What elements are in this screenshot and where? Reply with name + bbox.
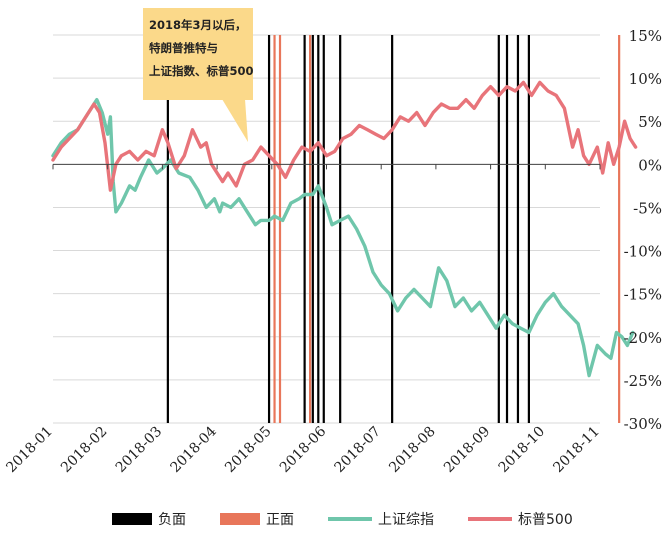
callout-line-1: 2018年3月以后， xyxy=(149,18,247,32)
legend-swatch-sp500 xyxy=(468,517,512,521)
y-tick-label: -5% xyxy=(633,199,662,217)
legend-item-negative: 负面 xyxy=(112,509,186,529)
y-tick-label: -15% xyxy=(624,286,662,304)
y-axis: 15% 10% 5% 0% -5% -10% -15% -20% -25% -30% xyxy=(624,27,662,433)
y-tick-label: 10% xyxy=(629,70,662,88)
x-tick-label: 2018-05 xyxy=(222,424,274,476)
legend-swatch-positive xyxy=(220,513,260,525)
y-tick-label: -30% xyxy=(624,415,662,433)
series-line-sp500 xyxy=(51,80,638,192)
series-lines xyxy=(51,80,638,378)
legend-label-sse: 上证综指 xyxy=(378,512,434,528)
legend-label-negative: 负面 xyxy=(158,512,186,528)
x-tick-label: 2018-11 xyxy=(550,424,602,476)
legend-item-positive: 正面 xyxy=(220,509,294,529)
legend-label-positive: 正面 xyxy=(266,512,294,528)
legend-label-sp500: 标普500 xyxy=(518,512,573,528)
x-tick-label: 2018-08 xyxy=(386,424,438,476)
y-tick-label: -10% xyxy=(624,243,662,261)
callout-line-3: 上证指数、标普500 xyxy=(149,64,254,78)
x-tick-label: 2018-02 xyxy=(58,424,110,476)
series-line-sse xyxy=(51,97,635,378)
y-tick-label: 5% xyxy=(638,113,662,131)
legend-item-sp500: 标普500 xyxy=(468,509,573,529)
y-tick-label: -20% xyxy=(624,329,662,347)
x-tick-label: 2018-07 xyxy=(332,424,384,476)
legend-swatch-sse xyxy=(328,517,372,521)
x-tick-label: 2018-10 xyxy=(496,424,548,476)
legend-swatch-negative xyxy=(112,513,152,525)
x-tick-label: 2018-06 xyxy=(277,423,330,476)
x-tick-label: 2018-01 xyxy=(3,424,55,476)
callout-pointer xyxy=(222,99,248,142)
legend-item-sse: 上证综指 xyxy=(328,509,434,529)
x-tick-label: 2018-03 xyxy=(113,424,165,476)
callout-line-2: 特朗普推特与 xyxy=(149,41,218,55)
y-tick-label: 15% xyxy=(629,27,662,45)
x-tick-label: 2018-09 xyxy=(441,424,493,476)
annotation-callout: 2018年3月以后， 特朗普推特与 上证指数、标普500 xyxy=(143,8,254,100)
x-axis: 2018-01 2018-02 2018-03 2018-04 2018-05 2018-… xyxy=(3,163,603,476)
y-tick-label: -25% xyxy=(624,372,662,390)
legend: 负面 正面 上证综指 标普500 xyxy=(112,509,607,529)
y-tick-label: 0% xyxy=(638,156,662,174)
x-tick-label: 2018-04 xyxy=(167,423,220,476)
